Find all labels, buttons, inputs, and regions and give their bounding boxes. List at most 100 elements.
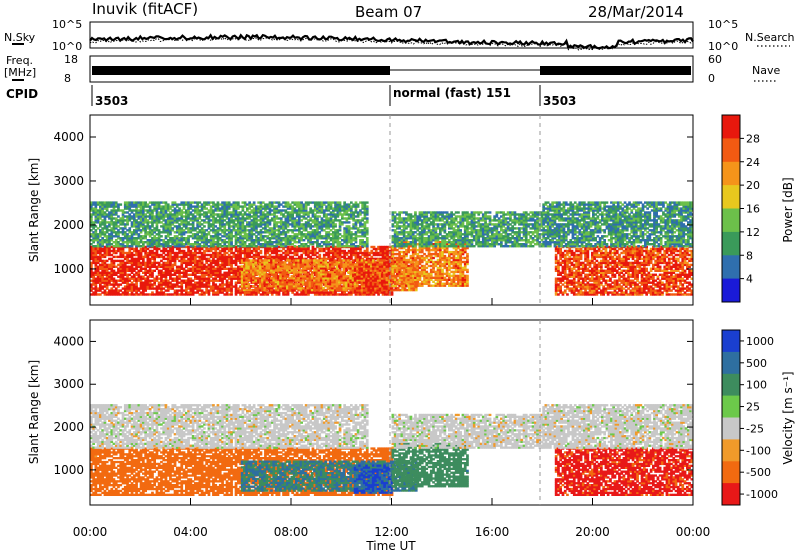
power-cell xyxy=(255,231,258,234)
power-cell xyxy=(327,243,331,246)
power-cell xyxy=(293,211,297,214)
power-cell xyxy=(298,225,301,228)
power-cell xyxy=(248,211,251,214)
power-cell xyxy=(164,275,168,278)
power-cell xyxy=(291,251,294,255)
power-cell xyxy=(374,247,378,251)
power-cell xyxy=(144,217,147,220)
power-cell xyxy=(289,269,292,272)
power-cell xyxy=(266,203,270,206)
power-cell xyxy=(363,201,367,204)
power-cell xyxy=(325,227,328,230)
power-cell xyxy=(128,265,132,268)
power-cell xyxy=(325,217,328,220)
power-cell xyxy=(121,233,125,236)
power-cell xyxy=(230,221,233,224)
power-cell xyxy=(230,271,233,274)
power-cell xyxy=(261,288,264,292)
power-cell xyxy=(128,293,132,296)
power-cell xyxy=(309,249,312,253)
power-cell xyxy=(194,201,197,204)
power-cell xyxy=(180,219,184,222)
power-cell xyxy=(309,269,312,272)
power-cell xyxy=(189,217,193,220)
power-cell xyxy=(185,225,188,228)
power-cell xyxy=(212,247,215,251)
power-cell xyxy=(157,245,161,248)
power-cell xyxy=(135,241,138,244)
power-cell xyxy=(126,279,129,282)
power-cell xyxy=(175,211,179,214)
power-cell xyxy=(160,285,163,288)
power-cell xyxy=(334,201,337,204)
power-cell xyxy=(151,285,154,288)
power-cell xyxy=(135,281,138,284)
power-cell xyxy=(345,229,349,232)
power-cell xyxy=(293,253,297,257)
power-cell xyxy=(135,279,138,282)
power-cell xyxy=(354,255,358,259)
power-cell xyxy=(225,205,229,208)
power-cell xyxy=(221,275,224,278)
power-cell xyxy=(264,247,267,251)
power-cell xyxy=(265,273,269,276)
power-cell xyxy=(234,237,238,240)
power-cell xyxy=(273,245,276,248)
power-cell xyxy=(264,215,267,218)
power-cell xyxy=(341,291,344,294)
power-cell xyxy=(350,253,353,257)
power-cell xyxy=(103,219,107,222)
power-cell xyxy=(212,211,215,214)
power-cell xyxy=(273,215,276,218)
power-cell xyxy=(237,245,240,248)
power-cell xyxy=(114,283,118,286)
power-cell xyxy=(227,241,231,244)
power-cell xyxy=(248,229,251,232)
power-cell xyxy=(243,237,247,240)
power-cell xyxy=(200,213,204,216)
power-cell xyxy=(295,237,299,240)
power-cell xyxy=(254,287,257,290)
power-cell xyxy=(108,215,111,218)
power-cell xyxy=(225,289,229,292)
power-cell xyxy=(121,241,125,244)
power-cell xyxy=(268,211,272,214)
power-cell xyxy=(148,235,152,238)
power-cell xyxy=(252,255,256,259)
power-cell xyxy=(363,249,367,253)
power-cell xyxy=(365,243,369,246)
power-cell xyxy=(112,285,116,288)
power-cell xyxy=(223,215,227,218)
power-cell xyxy=(128,249,132,253)
power-cell xyxy=(304,285,308,288)
power-cell xyxy=(185,253,188,257)
power-cell xyxy=(209,205,213,208)
power-cell xyxy=(209,263,213,267)
power-cell xyxy=(232,223,236,226)
power-cell xyxy=(273,201,276,204)
power-cell xyxy=(146,239,150,242)
power-cell xyxy=(218,257,222,261)
power-cell xyxy=(237,237,240,240)
power-cell xyxy=(316,233,319,236)
power-cell xyxy=(293,281,297,284)
power-cell xyxy=(90,253,93,257)
power-cell xyxy=(198,287,202,290)
power-cell xyxy=(246,291,249,294)
power-cell xyxy=(273,237,276,240)
power-cell xyxy=(318,253,322,257)
power-cell xyxy=(379,257,383,261)
power-cell xyxy=(108,271,111,274)
power-cell xyxy=(205,289,208,292)
power-cell xyxy=(175,291,179,294)
power-cell xyxy=(332,201,335,204)
power-cell xyxy=(329,257,333,261)
power-cell xyxy=(225,229,229,232)
power-cell xyxy=(205,229,208,232)
power-cell xyxy=(114,211,118,214)
power-cell xyxy=(94,231,98,234)
power-cell xyxy=(187,205,190,208)
power-cell xyxy=(343,207,346,210)
power-cell xyxy=(325,215,328,218)
power-cell xyxy=(221,255,224,259)
